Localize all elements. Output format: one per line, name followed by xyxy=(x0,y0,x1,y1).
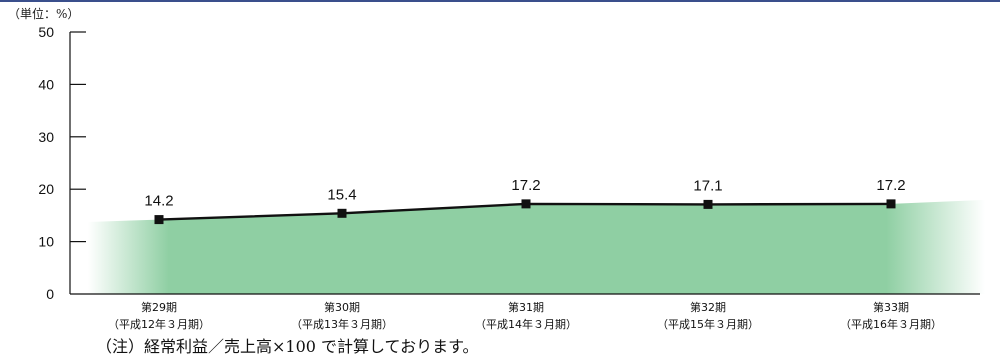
x-tick-fiscal: （平成12年３月期） xyxy=(108,317,210,331)
data-label: 17.2 xyxy=(876,177,905,194)
y-tick-label: 0 xyxy=(46,286,54,302)
data-label: 17.1 xyxy=(693,177,722,194)
data-label: 14.2 xyxy=(144,193,173,210)
x-tick-fiscal: （平成13年３月期） xyxy=(291,317,393,331)
x-tick-period: 第30期 xyxy=(324,300,360,314)
y-tick-label: 30 xyxy=(38,129,54,145)
x-tick-period: 第32期 xyxy=(690,300,726,314)
y-tick-label: 10 xyxy=(38,234,54,250)
x-tick-period: 第33期 xyxy=(873,300,909,314)
data-point xyxy=(337,208,347,218)
data-point xyxy=(521,199,531,209)
x-tick-fiscal: （平成14年３月期） xyxy=(475,317,577,331)
x-tick-fiscal: （平成16年３月期） xyxy=(840,317,942,331)
y-tick-label: 40 xyxy=(38,76,54,92)
y-tick-label: 50 xyxy=(38,24,54,40)
area-fill xyxy=(88,199,985,294)
ordinary-profit-ratio-chart: （単位：%） 0 10 20 30 40 50 14.2 15.4 17.2 17.1 17.2 第… xyxy=(8,6,985,331)
data-label: 15.4 xyxy=(327,186,356,203)
data-label: 17.2 xyxy=(511,177,540,194)
data-point xyxy=(703,199,713,209)
footnote: （注）経常利益／売上高×100 で計算しております。 xyxy=(96,337,479,356)
y-tick-label: 20 xyxy=(38,181,54,197)
data-point xyxy=(154,215,164,225)
x-tick-fiscal: （平成15年３月期） xyxy=(657,317,759,331)
x-tick-period: 第31期 xyxy=(508,300,544,314)
unit-label: （単位：%） xyxy=(8,6,79,21)
top-rule xyxy=(0,0,1000,2)
data-point xyxy=(886,199,896,209)
x-tick-period: 第29期 xyxy=(141,300,177,314)
